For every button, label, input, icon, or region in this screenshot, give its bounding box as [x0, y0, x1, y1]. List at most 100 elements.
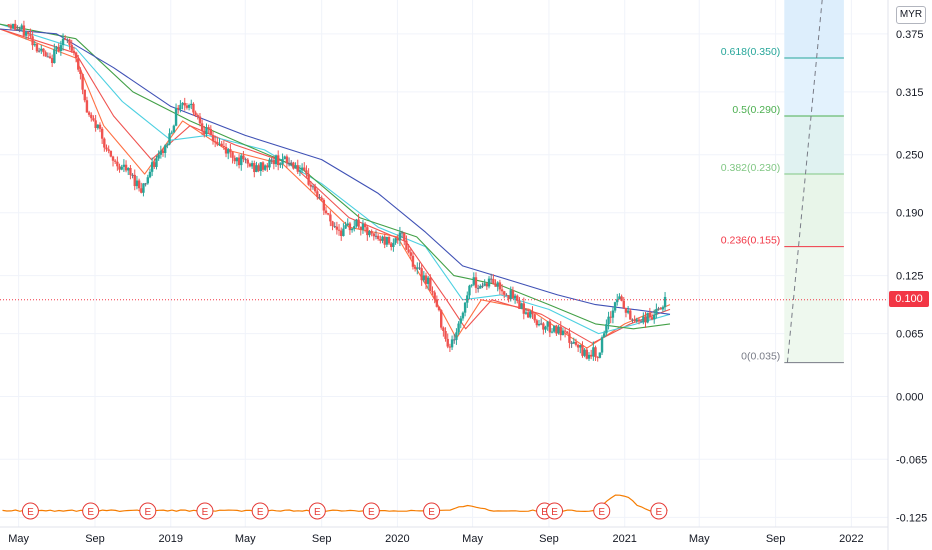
earnings-marker[interactable]: E [139, 502, 157, 520]
candle-body [337, 229, 341, 231]
earnings-label: E [428, 507, 435, 518]
candle-body [559, 326, 562, 336]
last-price-tag: 0.100 [889, 291, 929, 307]
candle-body [646, 312, 649, 323]
earnings-marker[interactable]: E [650, 502, 668, 520]
candle-body [485, 283, 489, 287]
candle-body [470, 284, 473, 286]
candle-body [146, 177, 149, 184]
earnings-marker[interactable]: E [362, 502, 380, 520]
earnings-label: E [368, 507, 375, 518]
earnings-label: E [598, 507, 605, 518]
candle-body [235, 157, 239, 162]
y-tick-label: 0.065 [896, 329, 924, 341]
earnings-marker[interactable]: E [82, 502, 100, 520]
candle-body [161, 150, 165, 153]
candle-body [237, 157, 241, 166]
candle-body [487, 278, 491, 287]
candle-body [266, 165, 269, 168]
candle-body [407, 249, 410, 253]
earnings-marker[interactable]: E [593, 502, 611, 520]
candle-body [198, 116, 202, 124]
candle-body [374, 235, 378, 237]
earnings-marker[interactable]: E [21, 502, 39, 520]
earnings-circle [546, 502, 564, 520]
moving-average-line [0, 28, 671, 344]
candle-body [103, 138, 106, 148]
candle-body [629, 310, 632, 320]
candle-body [448, 346, 452, 348]
earnings-marker[interactable]: E [546, 502, 564, 520]
earnings-marker[interactable]: E [308, 502, 326, 520]
candle-body [583, 349, 586, 356]
candle-body [596, 357, 599, 359]
candle-body [459, 318, 462, 324]
earnings-label: E [257, 507, 264, 518]
candle-body [661, 307, 665, 310]
fib-trend-line [786, 0, 823, 363]
fib-level-label: 0.382(0.230) [721, 162, 781, 174]
y-tick-label: -0.125 [896, 512, 927, 524]
candle-body [42, 48, 45, 53]
candle-body [218, 143, 221, 145]
candle-body [511, 290, 515, 299]
candle-body [16, 29, 19, 31]
candle-body [326, 213, 330, 215]
candle-body [607, 316, 610, 325]
candle-body [253, 163, 256, 173]
candle-body [185, 105, 189, 108]
candle-body [409, 252, 412, 256]
candle-body [74, 52, 78, 59]
candle-body [455, 332, 458, 340]
candle-body [650, 317, 654, 320]
candle-body [300, 167, 304, 171]
candle-body [53, 49, 56, 64]
candle-body [46, 56, 50, 58]
candle-body [261, 162, 265, 170]
currency-badge[interactable]: MYR [896, 6, 926, 24]
candle-body [31, 36, 34, 46]
candle-body [320, 197, 323, 200]
candle-body [392, 242, 395, 247]
fib-zone [784, 58, 844, 117]
candle-body [111, 156, 115, 161]
candle-body [620, 296, 623, 301]
candle-body [144, 183, 147, 185]
earnings-circle [82, 502, 100, 520]
candle-body [79, 69, 82, 75]
candle-body [24, 32, 28, 36]
candle-body [9, 25, 13, 29]
candle-body [14, 23, 17, 30]
candle-body [33, 44, 36, 46]
candle-body [507, 295, 510, 300]
fibonacci-retracement[interactable]: 0.618(0.350) 0.5(0.290) 0.382(0.230) 0.236(… [721, 0, 844, 364]
candle-body [553, 325, 556, 332]
earnings-marker[interactable]: E [251, 502, 269, 520]
candle-body [174, 107, 178, 126]
candle-body [418, 267, 421, 269]
earnings-marker[interactable]: E [196, 502, 214, 520]
candle-body [587, 354, 591, 359]
candle-body [589, 354, 593, 357]
candle-body [385, 236, 389, 245]
candle-body [496, 282, 499, 287]
earnings-label: E [87, 507, 94, 518]
candle-body [276, 155, 280, 166]
candle-body [340, 230, 343, 237]
candle-body [137, 180, 141, 189]
candle-body [463, 302, 467, 313]
candle-body [642, 316, 645, 323]
candle-body [387, 236, 391, 244]
candle-body [581, 345, 584, 356]
candle-body [159, 150, 163, 155]
earnings-label: E [551, 507, 558, 518]
y-tick-label: 0.190 [896, 208, 924, 220]
candle-body [398, 232, 402, 241]
earnings-marker[interactable]: E [423, 502, 441, 520]
candle-body [431, 291, 434, 293]
candle-body [416, 267, 419, 269]
candle-body [542, 323, 545, 330]
candle-body [503, 291, 506, 295]
